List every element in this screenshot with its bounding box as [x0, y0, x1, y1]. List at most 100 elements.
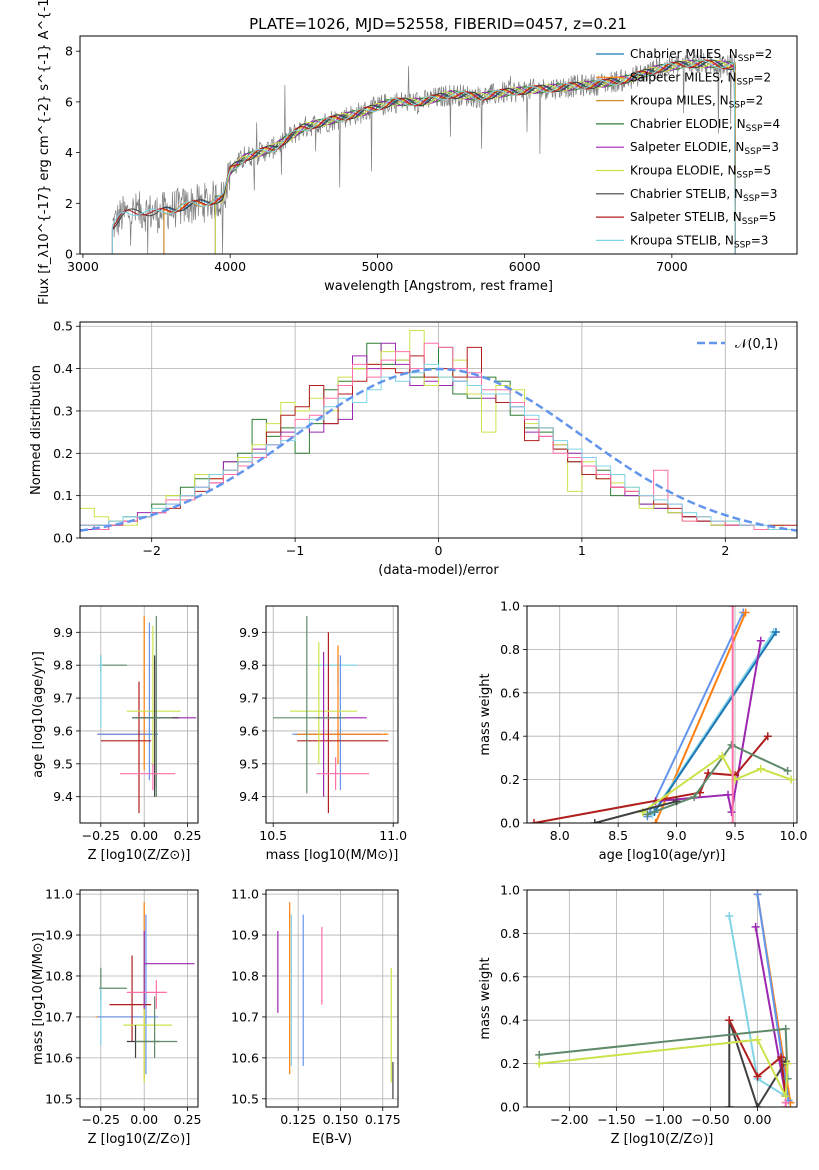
y-tick-label: 1.0 — [500, 599, 520, 614]
x-tick-label: 5000 — [361, 259, 393, 274]
weight-series-0 — [646, 612, 745, 817]
model-series-7 — [111, 59, 736, 254]
y-axis-label: Normed distribution — [29, 365, 44, 495]
plot-area — [95, 902, 195, 1083]
weight-marker — [725, 1103, 734, 1107]
gaussian-curve — [80, 367, 797, 532]
y-tick-label: 9.8 — [53, 658, 73, 673]
x-axis-label: Z [log10(Z/Z⊙)] — [611, 1132, 714, 1147]
weight-marker — [690, 792, 699, 801]
y-tick-label: 0.2 — [500, 1056, 520, 1071]
errorbar-point-6 — [273, 615, 346, 794]
weight-marker — [725, 912, 734, 921]
y-tick-label: 0.8 — [500, 926, 520, 941]
y-tick-label: 10.9 — [231, 928, 259, 943]
weight-series-7 — [539, 1038, 789, 1101]
errorbar-point-2 — [297, 645, 389, 764]
y-tick-label: 0.0 — [53, 531, 73, 546]
errorbar-point-6 — [143, 930, 195, 1009]
x-tick-label: 0.25 — [174, 1112, 202, 1127]
errorbar-point-1 — [292, 655, 382, 791]
weight-marker — [783, 766, 792, 775]
x-tick-label: −1.00 — [644, 1112, 682, 1127]
y-tick-label: 9.8 — [239, 658, 259, 673]
errorbar-point-0 — [316, 655, 358, 685]
legend-label: Salpeter MILES, NSSP=2 — [630, 70, 771, 87]
observed-spectrum — [112, 52, 736, 254]
y-tick-label: 0.6 — [500, 969, 520, 984]
y-tick-label: 10.7 — [45, 1009, 73, 1024]
weight-series-5 — [728, 1019, 787, 1097]
x-tick-label: 0.150 — [323, 1112, 359, 1127]
errorbar-point-9 — [119, 763, 176, 791]
x-tick-label: 1 — [578, 543, 586, 558]
weight-marker — [590, 819, 599, 823]
y-tick-label: 9.6 — [53, 723, 73, 738]
panel-spectrum: 3000 4000 5000 6000 7000 0 2 4 6 8 wavelength [Ang… — [37, 0, 798, 305]
legend-label: Chabrier ELODIE, NSSP=4 — [630, 117, 780, 134]
errorbar-point-3 — [97, 914, 159, 1075]
weight-marker — [756, 636, 765, 645]
panel-z-age: −0.25 0.00 0.25 9.4 9.5 9.6 9.7 9.8 9.9 Z [log10(… — [31, 605, 202, 863]
weight-marker — [781, 1024, 790, 1033]
x-axis-label: wavelength [Angstrom, rest frame] — [324, 279, 553, 294]
y-tick-label: 0 — [65, 247, 73, 262]
weight-marker — [718, 751, 727, 760]
x-tick-label: 10.0 — [780, 828, 808, 843]
axes-frame — [79, 35, 798, 255]
weight-series-4 — [728, 1019, 787, 1107]
y-tick-label: 0.0 — [500, 1100, 520, 1115]
plot-area — [97, 615, 197, 814]
weight-marker — [783, 1059, 792, 1068]
panel-age-weight: 8.0 8.5 9.0 9.5 10.0 0.0 0.2 0.4 0.6 0.8 1.0 age [l… — [478, 599, 807, 864]
histogram-series-5 — [80, 363, 797, 538]
y-tick-label: 9.4 — [53, 789, 73, 804]
x-tick-label: 8.5 — [608, 828, 628, 843]
weight-marker — [727, 808, 736, 817]
weight-marker — [756, 764, 765, 773]
x-axis-label: Z [log10(Z/Z⊙)] — [88, 848, 191, 863]
y-tick-label: 0.3 — [53, 403, 73, 418]
errorbar-point-3 — [97, 622, 159, 781]
weight-marker — [763, 732, 772, 741]
axes-frame — [265, 605, 399, 824]
x-axis-label: E(B-V) — [312, 1132, 352, 1147]
x-tick-label: 0.00 — [130, 1112, 158, 1127]
y-tick-label: 9.6 — [239, 723, 259, 738]
weight-marker — [787, 775, 796, 784]
y-tick-label: 9.4 — [239, 789, 259, 804]
y-tick-label: 0.6 — [500, 685, 520, 700]
legend-label: Salpeter STELIB, NSSP=5 — [630, 210, 776, 227]
y-tick-label: 10.5 — [45, 1091, 73, 1106]
y-axis-label: mass weight — [478, 957, 493, 1039]
y-axis-label: Flux [f_λ10^{-17} erg cm^{-2} s^{-1} A^{… — [37, 0, 52, 305]
weight-marker — [728, 819, 737, 823]
y-tick-label: 9.9 — [53, 625, 73, 640]
x-axis-label: Z [log10(Z/Z⊙)] — [88, 1132, 191, 1147]
model-series-4 — [214, 59, 736, 254]
x-tick-label: −0.25 — [82, 828, 120, 843]
x-axis-label: (data-model)/error — [378, 563, 499, 578]
x-tick-label: 0.25 — [174, 828, 202, 843]
y-tick-label: 0.8 — [500, 642, 520, 657]
y-tick-label: 8 — [65, 44, 73, 59]
errorbar-point-2 — [97, 615, 153, 771]
x-tick-label: −0.25 — [82, 1112, 120, 1127]
y-tick-label: 9.5 — [53, 756, 73, 771]
y-tick-label: 9.9 — [239, 625, 259, 640]
y-tick-label: 0.4 — [53, 361, 73, 376]
y-tick-label: 0.4 — [500, 1013, 520, 1028]
y-tick-label: 10.5 — [231, 1091, 259, 1106]
axes-frame — [79, 889, 199, 1108]
errorbar-point-0 — [99, 967, 127, 1001]
errorbar-point-0 — [99, 655, 127, 672]
errorbar-point-9 — [126, 980, 167, 1009]
errorbar-point-8 — [132, 615, 172, 797]
weight-marker — [651, 819, 660, 823]
weight-marker — [728, 606, 737, 610]
y-tick-label: 2 — [65, 196, 73, 211]
weight-series-6 — [647, 743, 789, 816]
weight-marker — [777, 1053, 786, 1062]
errorbar-point-5 — [126, 625, 181, 768]
